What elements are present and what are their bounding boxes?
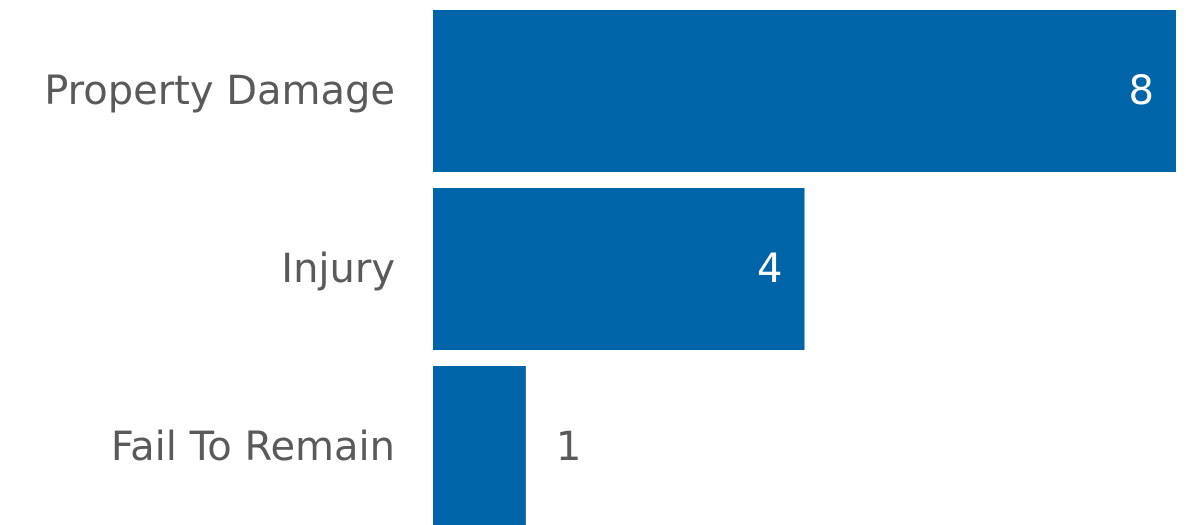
category-label: Property Damage	[44, 68, 395, 114]
category-label: Fail To Remain	[111, 424, 395, 470]
data-label: 8	[1129, 68, 1154, 114]
data-label: 4	[757, 246, 782, 292]
data-label: 1	[556, 424, 581, 470]
category-label: Injury	[281, 246, 395, 292]
bar-fail-to-remain	[433, 366, 526, 525]
bar-property-damage	[433, 10, 1176, 172]
bar-injury	[433, 188, 805, 350]
bars-layer: Property Damage 8 Injury 4 Fail To Remain 1	[44, 10, 1176, 525]
